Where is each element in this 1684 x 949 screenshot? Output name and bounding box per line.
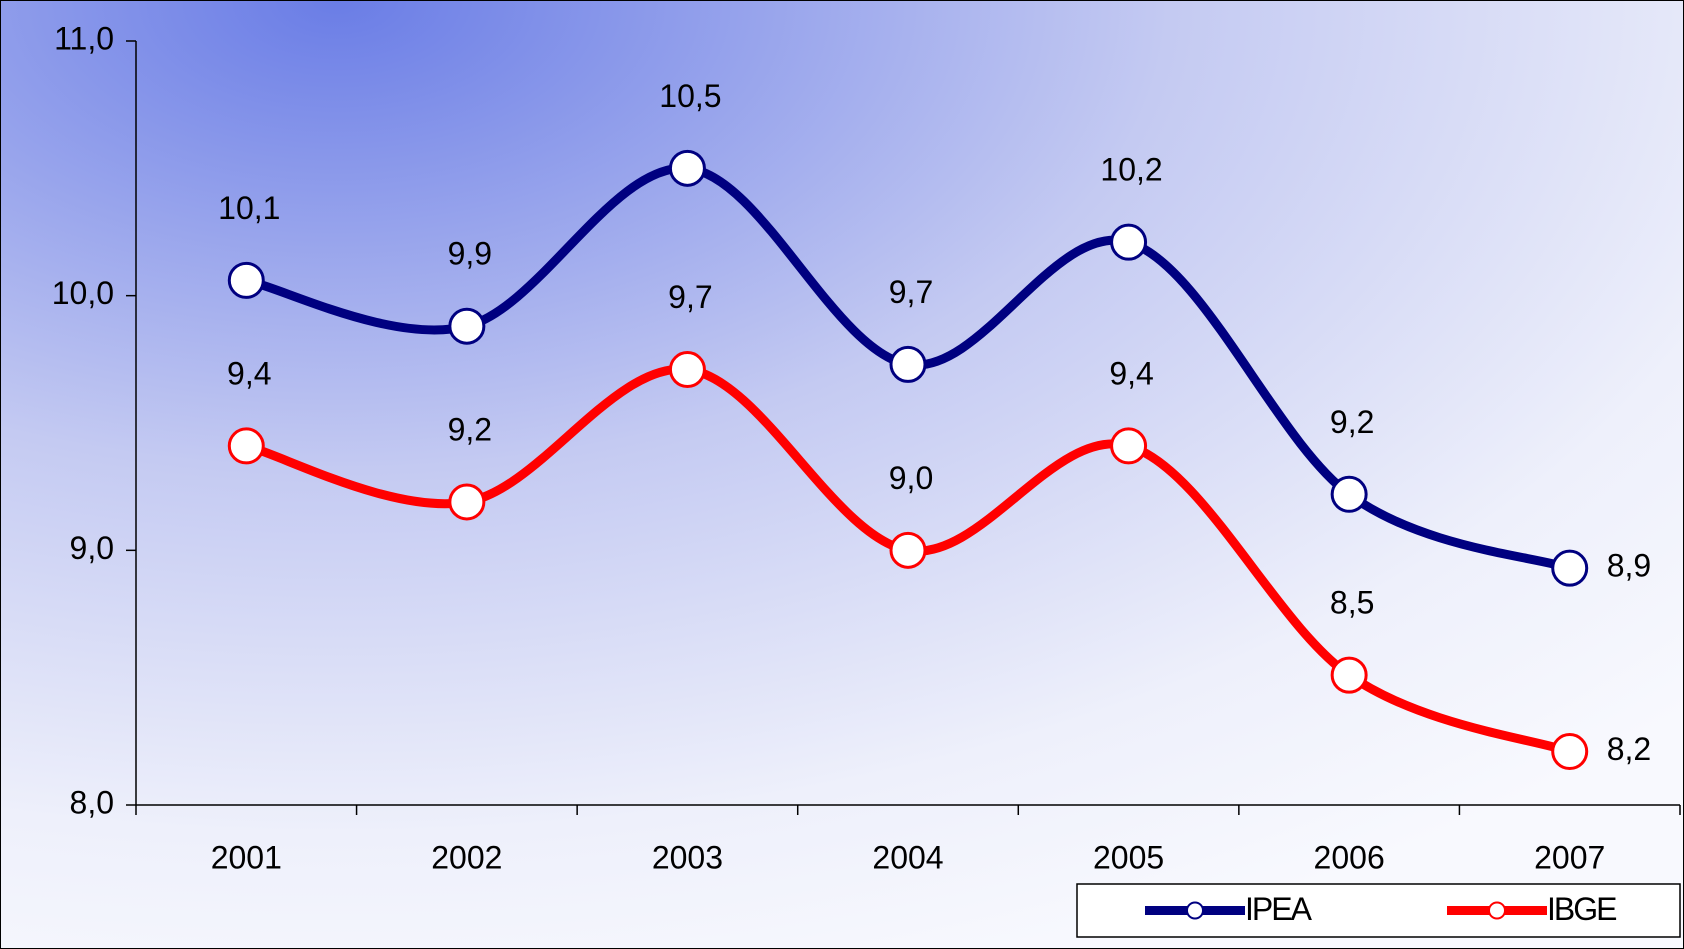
point [1110,223,1148,261]
data-label: 9,4 [1109,355,1153,391]
point [1110,427,1148,465]
x-tick-label: 2003 [652,839,723,875]
data-label: 8,5 [1330,585,1374,621]
x-tick-label: 2005 [1093,839,1164,875]
y-tick-label: 8,0 [70,784,114,820]
data-label: 8,2 [1607,731,1651,767]
data-label: 9,2 [1330,404,1374,440]
data-label: 9,9 [448,236,492,272]
data-label: 8,9 [1607,548,1651,584]
legend-marker [1186,901,1204,920]
point [1551,549,1589,587]
x-tick-label: 2004 [872,839,943,875]
x-tick-label: 2006 [1314,839,1385,875]
point [227,427,265,465]
x-tick-label: 2002 [431,839,502,875]
data-label: 9,4 [227,355,271,391]
legend-marker [1488,901,1506,920]
point [1551,733,1589,771]
y-tick-label: 11,0 [54,20,114,56]
point [889,531,927,569]
point [668,351,706,389]
point [889,345,927,383]
point [1330,475,1368,513]
data-label: 9,7 [889,274,933,310]
legend-label: IBGE [1547,891,1616,927]
x-tick-label: 2007 [1534,839,1605,875]
legend-label: IPEA [1245,891,1313,927]
y-tick-label: 10,0 [52,275,114,311]
point [448,307,486,345]
data-label: 9,2 [448,411,492,447]
point [227,261,265,299]
x-tick-label: 2001 [211,839,282,875]
data-label: 10,5 [659,78,721,114]
data-label: 9,0 [889,460,933,496]
point [668,149,706,187]
point [448,483,486,521]
point [1330,656,1368,694]
data-label: 10,1 [218,190,280,226]
data-label: 10,2 [1100,152,1162,188]
data-label: 9,7 [668,279,712,315]
y-tick-label: 9,0 [70,530,114,566]
